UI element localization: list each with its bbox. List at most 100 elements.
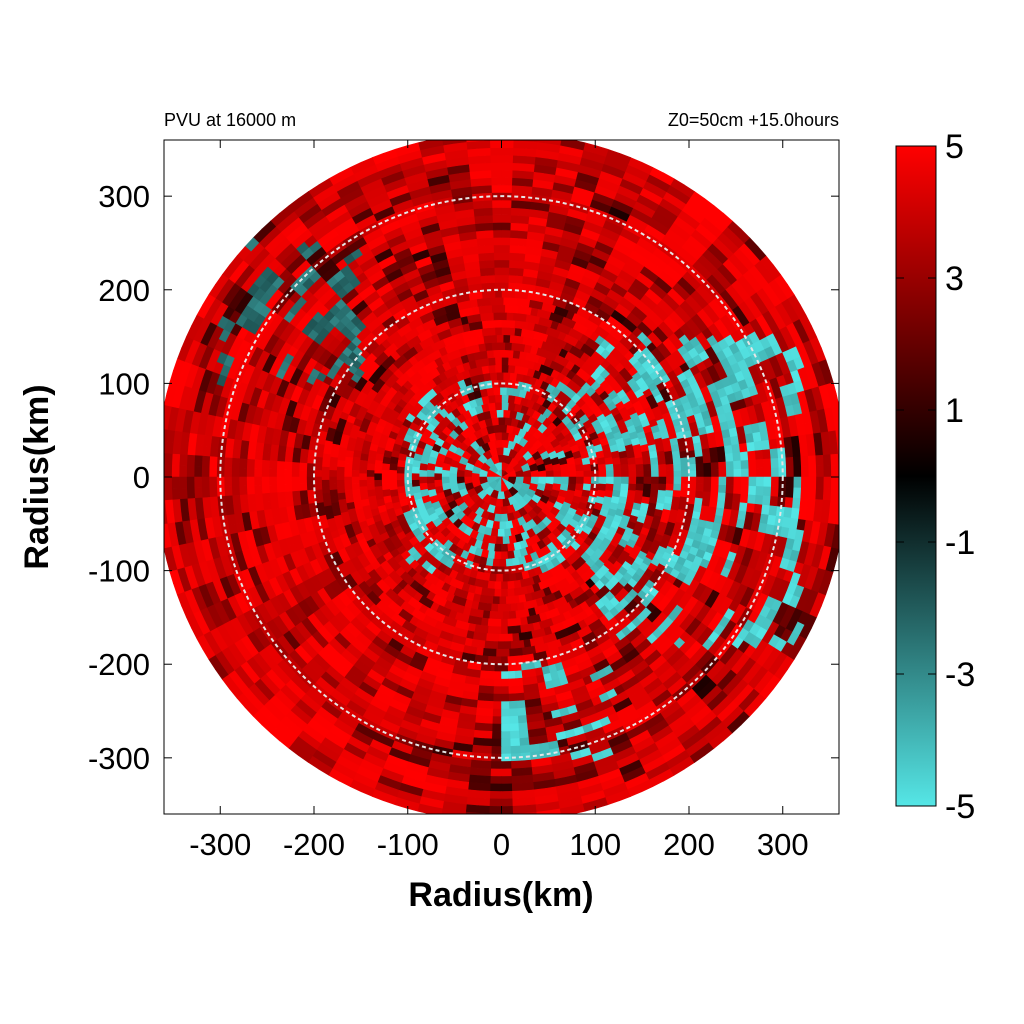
heatmap-cell	[494, 513, 502, 523]
heatmap-cell	[465, 721, 476, 731]
heatmap-cell	[621, 469, 630, 478]
heatmap-cell	[298, 476, 307, 485]
heatmap-cell	[620, 483, 630, 491]
heatmap-cell	[502, 371, 511, 381]
heatmap-cell	[476, 245, 487, 254]
heatmap-cell	[522, 268, 532, 278]
heatmap-cell	[510, 640, 519, 650]
heatmap-cell	[501, 731, 511, 740]
heatmap-cell	[496, 611, 504, 620]
heatmap-cell	[328, 463, 338, 471]
heatmap-cell	[389, 456, 399, 465]
heatmap-cell	[501, 177, 513, 186]
heatmap-cell	[507, 663, 516, 672]
heatmap-cell	[292, 447, 302, 457]
heatmap-cell	[247, 502, 257, 513]
heatmap-cell	[518, 722, 529, 732]
heatmap-cell	[494, 319, 502, 328]
heatmap-cell	[710, 461, 720, 470]
heatmap-cell	[480, 670, 489, 680]
heatmap-cell	[505, 349, 514, 359]
heatmap-cell	[501, 693, 510, 702]
heatmap-cell	[343, 476, 352, 484]
heatmap-cell	[515, 267, 524, 277]
heatmap-cell	[596, 489, 606, 498]
heatmap-cell	[613, 476, 622, 485]
heatmap-cell	[733, 476, 742, 486]
heatmap-cell	[494, 551, 502, 560]
heatmap-cell	[508, 252, 518, 261]
heatmap-cell	[568, 469, 577, 478]
heatmap-cell	[507, 580, 516, 590]
heatmap-cell	[501, 401, 509, 411]
heatmap-cell	[501, 551, 509, 560]
heatmap-cell	[418, 476, 428, 485]
heatmap-cell	[501, 289, 509, 298]
heatmap-cell	[510, 342, 519, 352]
heatmap-cell	[517, 707, 527, 717]
heatmap-cell	[643, 463, 652, 471]
heatmap-cell	[756, 476, 765, 487]
heatmap-cell	[491, 603, 499, 613]
heatmap-cell	[482, 738, 493, 747]
heatmap-cell	[467, 238, 478, 248]
heatmap-cell	[511, 184, 523, 194]
heatmap-cell	[493, 678, 502, 687]
heatmap-cell	[484, 640, 493, 650]
heatmap-cell	[496, 648, 504, 658]
heatmap-cell	[501, 431, 509, 441]
heatmap-cell	[733, 459, 742, 470]
heatmap-cell	[658, 483, 667, 491]
heatmap-cell	[530, 476, 540, 485]
heatmap-cell	[763, 467, 772, 478]
heatmap-field	[164, 140, 839, 814]
heatmap-cell	[494, 289, 502, 298]
heatmap-cell	[509, 648, 517, 657]
heatmap-cell	[504, 603, 512, 613]
heatmap-cell	[484, 602, 493, 612]
heatmap-cell	[605, 476, 615, 485]
heatmap-cell	[513, 327, 522, 337]
heatmap-cell	[239, 494, 249, 505]
heatmap-cell	[322, 446, 332, 455]
heatmap-cell	[604, 489, 614, 498]
heatmap-cell	[501, 738, 512, 747]
heatmap-cell	[489, 297, 497, 306]
heatmap-cell	[523, 691, 534, 701]
heatmap-cell	[493, 701, 502, 710]
heatmap-cell	[499, 349, 507, 358]
heatmap-cell	[492, 716, 502, 725]
heatmap-cell	[657, 456, 667, 465]
heatmap-cell	[513, 365, 523, 375]
heatmap-cell	[344, 450, 354, 459]
heatmap-cell	[763, 485, 772, 497]
heatmap-cell	[672, 456, 682, 465]
heatmap-cell	[373, 479, 383, 488]
heatmap-cell	[463, 469, 473, 478]
heatmap-cell	[486, 259, 495, 269]
heatmap-cell	[528, 736, 540, 746]
heatmap-cell	[510, 304, 519, 314]
heatmap-cell	[487, 618, 496, 627]
heatmap-cell	[529, 269, 539, 279]
heatmap-cell	[694, 497, 704, 506]
heatmap-cell	[501, 207, 512, 216]
heatmap-cell	[480, 274, 489, 284]
heatmap-cell	[509, 715, 520, 725]
heatmap-cell	[482, 297, 491, 306]
heatmap-cell	[710, 484, 720, 493]
heatmap-cell	[510, 738, 521, 747]
heatmap-cell	[726, 468, 735, 478]
heatmap-cell	[525, 238, 536, 248]
heatmap-cell	[505, 633, 514, 642]
heatmap-cell	[513, 319, 522, 329]
heatmap-cell	[284, 498, 294, 508]
heatmap-cell	[695, 462, 705, 471]
heatmap-cell	[366, 463, 375, 471]
heatmap-cell	[238, 485, 248, 496]
heatmap-cell	[762, 448, 772, 460]
heatmap-cell	[680, 483, 690, 491]
heatmap-cell	[725, 484, 735, 494]
heatmap-cell	[497, 529, 506, 538]
heatmap-cell	[553, 469, 562, 478]
